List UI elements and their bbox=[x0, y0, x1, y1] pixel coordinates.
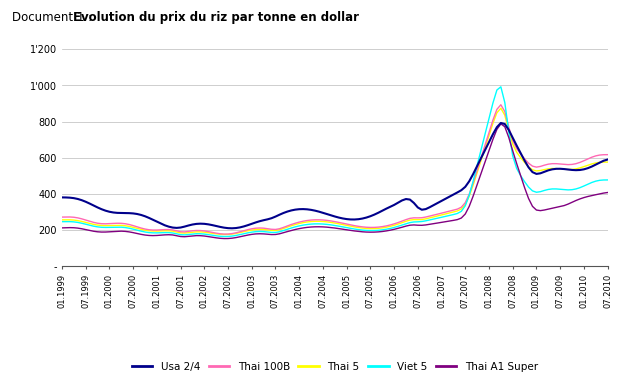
Text: Evolution du prix du riz par tonne en dollar: Evolution du prix du riz par tonne en do… bbox=[73, 11, 359, 24]
Text: Document 1 :: Document 1 : bbox=[12, 11, 96, 24]
Legend: Usa 2/4, Thai 100B, Thai 5, Viet 5, Thai A1 Super: Usa 2/4, Thai 100B, Thai 5, Viet 5, Thai… bbox=[128, 358, 542, 376]
